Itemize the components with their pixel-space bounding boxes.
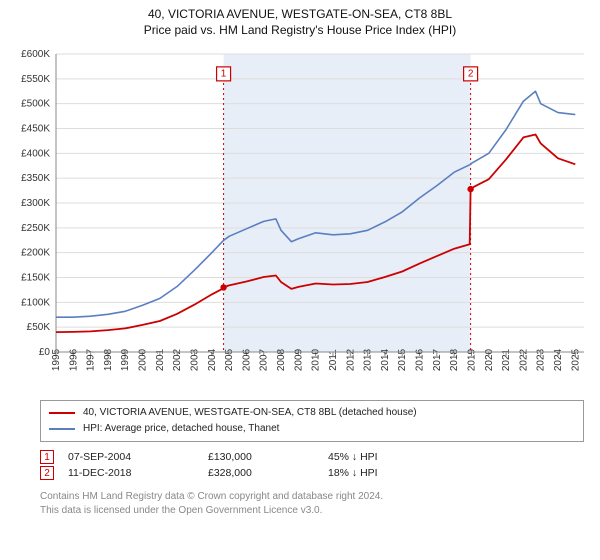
footer-attribution: Contains HM Land Registry data © Crown c… bbox=[40, 490, 584, 517]
y-tick-label: £250K bbox=[21, 223, 50, 234]
legend-label: HPI: Average price, detached house, Than… bbox=[83, 421, 279, 437]
y-tick-label: £550K bbox=[21, 74, 50, 85]
sale-row-marker: 1 bbox=[40, 450, 54, 464]
sale-row-delta: 18% ↓ HPI bbox=[328, 467, 448, 479]
sale-row-date: 07-SEP-2004 bbox=[68, 451, 208, 463]
sale-marker-number: 2 bbox=[468, 68, 474, 79]
footer-line-1: Contains HM Land Registry data © Crown c… bbox=[40, 490, 584, 504]
legend-row: HPI: Average price, detached house, Than… bbox=[49, 421, 575, 437]
sale-row-date: 11-DEC-2018 bbox=[68, 467, 208, 479]
y-tick-label: £300K bbox=[21, 198, 50, 209]
y-tick-label: £450K bbox=[21, 124, 50, 135]
sale-row-delta: 45% ↓ HPI bbox=[328, 451, 448, 463]
y-tick-label: £500K bbox=[21, 99, 50, 110]
sale-row-marker: 2 bbox=[40, 466, 54, 480]
sale-row-price: £130,000 bbox=[208, 451, 328, 463]
legend-label: 40, VICTORIA AVENUE, WESTGATE-ON-SEA, CT… bbox=[83, 405, 417, 421]
sale-row: 1 07-SEP-2004£130,00045% ↓ HPI bbox=[40, 450, 584, 464]
title-line-1: 40, VICTORIA AVENUE, WESTGATE-ON-SEA, CT… bbox=[0, 6, 600, 22]
legend-swatch bbox=[49, 412, 75, 414]
y-tick-label: £350K bbox=[21, 173, 50, 184]
y-tick-label: £600K bbox=[21, 49, 50, 60]
footer-line-2: This data is licensed under the Open Gov… bbox=[40, 504, 584, 518]
sale-row-price: £328,000 bbox=[208, 467, 328, 479]
legend-row: 40, VICTORIA AVENUE, WESTGATE-ON-SEA, CT… bbox=[49, 405, 575, 421]
y-tick-label: £0 bbox=[39, 347, 51, 358]
legend-swatch bbox=[49, 428, 75, 430]
title-line-2: Price paid vs. HM Land Registry's House … bbox=[0, 22, 600, 38]
y-tick-label: £50K bbox=[27, 322, 51, 333]
y-tick-label: £200K bbox=[21, 248, 50, 259]
legend: 40, VICTORIA AVENUE, WESTGATE-ON-SEA, CT… bbox=[40, 400, 584, 442]
chart-title-block: 40, VICTORIA AVENUE, WESTGATE-ON-SEA, CT… bbox=[0, 0, 600, 38]
sale-point bbox=[220, 284, 226, 290]
y-tick-label: £100K bbox=[21, 297, 50, 308]
sales-table: 1 07-SEP-2004£130,00045% ↓ HPI 2 11-DEC-201… bbox=[40, 450, 584, 480]
sale-marker-number: 1 bbox=[221, 68, 227, 79]
sale-point bbox=[467, 186, 473, 192]
y-tick-label: £150K bbox=[21, 273, 50, 284]
chart-svg: £0 £50K £100K £150K £200K £250K £300K £350K £400… bbox=[6, 44, 594, 392]
y-tick-label: £400K bbox=[21, 148, 50, 159]
sale-row: 2 11-DEC-2018£328,00018% ↓ HPI bbox=[40, 466, 584, 480]
chart: £0 £50K £100K £150K £200K £250K £300K £350K £400… bbox=[6, 44, 594, 392]
